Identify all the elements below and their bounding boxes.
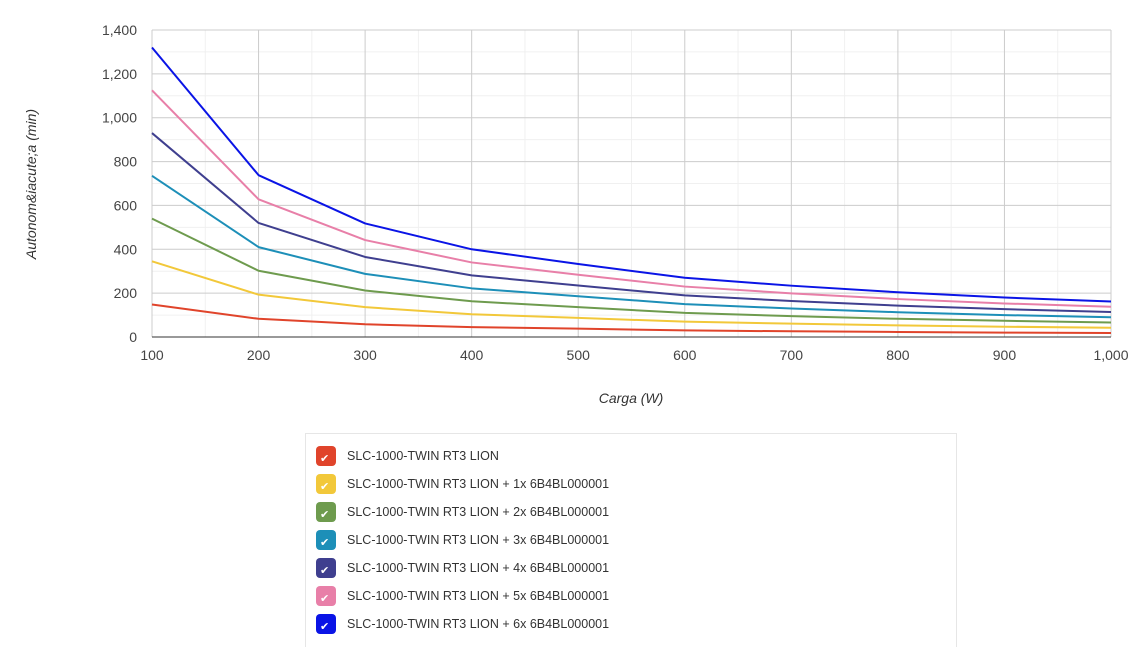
series-line-7[interactable] xyxy=(151,46,1112,303)
checkmark-icon: ✔ xyxy=(320,480,330,493)
legend-checkbox[interactable]: ✔ xyxy=(316,502,336,522)
legend-item-6[interactable]: ✔ SLC-1000-TWIN RT3 LION + 5x 6B4BL000001 xyxy=(316,585,609,607)
series-line-5[interactable] xyxy=(151,132,1112,314)
y-tick-label: 800 xyxy=(114,154,138,170)
legend: ✔ SLC-1000-TWIN RT3 LION ✔ SLC-1000-TWIN RT… xyxy=(305,433,957,647)
legend-item-1[interactable]: ✔ SLC-1000-TWIN RT3 LION xyxy=(316,445,499,467)
legend-label: SLC-1000-TWIN RT3 LION + 3x 6B4BL000001 xyxy=(347,533,610,547)
series-line-3[interactable] xyxy=(151,217,1112,324)
legend-label: SLC-1000-TWIN RT3 LION + 4x 6B4BL000001 xyxy=(347,561,610,575)
legend-checkbox[interactable]: ✔ xyxy=(316,558,336,578)
series-line-6[interactable] xyxy=(151,89,1112,308)
y-tick-label: 600 xyxy=(114,197,138,213)
legend-item-7[interactable]: ✔ SLC-1000-TWIN RT3 LION + 6x 6B4BL000001 xyxy=(316,613,609,635)
y-axis-title: Autonom&iacute;a (min) xyxy=(23,109,39,260)
series-line-1[interactable] xyxy=(151,303,1112,335)
y-tick-label: 1,400 xyxy=(102,22,137,38)
x-tick-label: 100 xyxy=(140,347,164,363)
minor-gridlines xyxy=(152,30,1111,337)
checkmark-icon: ✔ xyxy=(320,592,330,605)
legend-item-4[interactable]: ✔ SLC-1000-TWIN RT3 LION + 3x 6B4BL000001 xyxy=(316,529,609,551)
x-tick-label: 800 xyxy=(886,347,910,363)
x-tick-label: 500 xyxy=(567,347,591,363)
x-tick-label: 900 xyxy=(993,347,1017,363)
series-lines xyxy=(151,46,1112,335)
checkmark-icon: ✔ xyxy=(320,452,330,465)
legend-label: SLC-1000-TWIN RT3 LION + 5x 6B4BL000001 xyxy=(347,589,610,603)
checkmark-icon: ✔ xyxy=(320,508,330,521)
legend-item-2[interactable]: ✔ SLC-1000-TWIN RT3 LION + 1x 6B4BL000001 xyxy=(316,473,609,495)
legend-checkbox[interactable]: ✔ xyxy=(316,530,336,550)
series-line-2[interactable] xyxy=(151,260,1112,329)
checkmark-icon: ✔ xyxy=(320,564,330,577)
legend-label: SLC-1000-TWIN RT3 LION + 6x 6B4BL000001 xyxy=(347,617,610,631)
x-tick-label: 400 xyxy=(460,347,484,363)
y-tick-label: 200 xyxy=(114,285,138,301)
legend-checkbox[interactable]: ✔ xyxy=(316,474,336,494)
y-tick-label: 1,200 xyxy=(102,66,137,82)
legend-checkbox[interactable]: ✔ xyxy=(316,614,336,634)
x-axis-title: Carga (W) xyxy=(599,390,664,406)
legend-checkbox[interactable]: ✔ xyxy=(316,586,336,606)
y-tick-label: 0 xyxy=(129,329,137,345)
series-line-4[interactable] xyxy=(151,174,1112,319)
legend-label: SLC-1000-TWIN RT3 LION + 1x 6B4BL000001 xyxy=(347,477,610,491)
legend-item-3[interactable]: ✔ SLC-1000-TWIN RT3 LION + 2x 6B4BL000001 xyxy=(316,501,609,523)
x-tick-label: 300 xyxy=(353,347,377,363)
y-tick-label: 400 xyxy=(114,241,138,257)
x-tick-label: 600 xyxy=(673,347,697,363)
y-axis-ticks: 0 200 400 600 800 1,000 1,200 1,400 xyxy=(102,22,137,345)
x-tick-label: 200 xyxy=(247,347,271,363)
checkmark-icon: ✔ xyxy=(320,536,330,549)
x-axis-ticks: 100 200 300 400 500 600 700 800 900 1,000 xyxy=(140,347,1128,363)
x-tick-label: 1,000 xyxy=(1093,347,1128,363)
legend-item-5[interactable]: ✔ SLC-1000-TWIN RT3 LION + 4x 6B4BL000001 xyxy=(316,557,609,579)
legend-label: SLC-1000-TWIN RT3 LION + 2x 6B4BL000001 xyxy=(347,505,610,519)
y-tick-label: 1,000 xyxy=(102,110,137,126)
legend-checkbox[interactable]: ✔ xyxy=(316,446,336,466)
x-tick-label: 700 xyxy=(780,347,804,363)
checkmark-icon: ✔ xyxy=(320,620,330,633)
legend-label: SLC-1000-TWIN RT3 LION xyxy=(347,449,499,463)
